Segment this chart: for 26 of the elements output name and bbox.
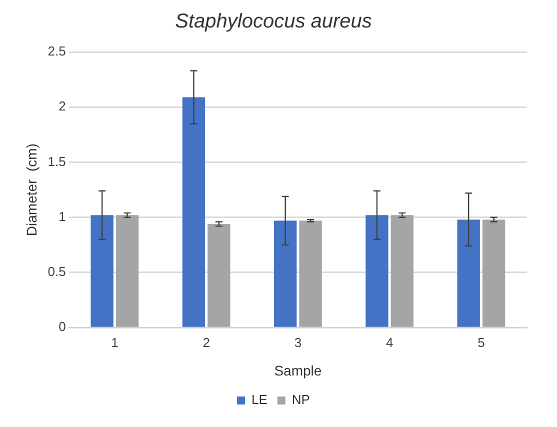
- bar: [208, 224, 230, 327]
- bar: [299, 220, 322, 327]
- y-axis-title: Diameter (cm): [23, 144, 40, 236]
- x-tick-label: 1: [111, 334, 118, 350]
- bar: [182, 97, 206, 327]
- bar: [390, 215, 414, 327]
- x-tick-label: 4: [386, 334, 394, 350]
- bar: [457, 220, 480, 327]
- bar: [274, 220, 297, 327]
- chart-title: Staphylococus aureus: [175, 10, 372, 33]
- y-tick-label: 0.5: [48, 264, 66, 280]
- bar: [482, 220, 506, 327]
- legend-label: NP: [292, 392, 310, 408]
- x-tick-label: 2: [202, 334, 210, 350]
- x-axis-title: Sample: [274, 362, 322, 378]
- x-tick-label: 5: [478, 334, 485, 350]
- legend-label: LE: [252, 392, 268, 408]
- y-tick-label: 1.5: [48, 154, 66, 169]
- y-tick-label: 1: [58, 208, 66, 224]
- x-tick-label: 3: [294, 334, 302, 350]
- bar: [90, 215, 114, 327]
- y-tick-label: 2.5: [48, 44, 66, 59]
- bar: [116, 215, 139, 327]
- bar: [366, 215, 388, 327]
- y-tick-label: 2: [58, 98, 66, 114]
- y-tick-label: 0: [58, 319, 66, 334]
